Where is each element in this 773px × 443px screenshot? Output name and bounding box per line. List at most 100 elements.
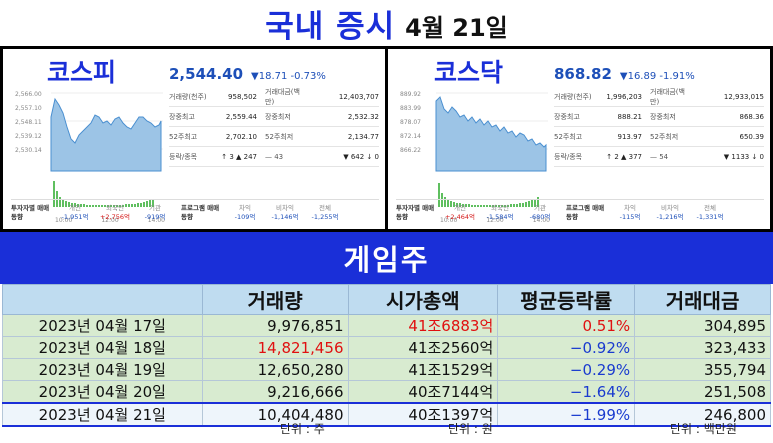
kosdaq-ytick: 889.92 [400,91,421,98]
decliners-value: ▼ 1133 ↓ 0 [723,152,764,161]
page-date: 4월 21일 [405,13,508,42]
stat-label: 장중최저 [650,112,676,121]
kosdaq-x-axis: 10:00 12:00 14:00 [440,217,550,224]
row-volume: 14,821,456 [201,336,349,359]
flow-label: 외국인 [491,203,509,212]
game-section-header: 게임주 [0,232,773,284]
flow-value: +2,756억 [99,212,131,221]
unit-shares: 단위 : 주 [280,422,325,436]
flow-value: -115억 [619,212,641,221]
flow-value: -1,584억 [486,212,514,221]
stat-value: 2,702.10 [225,132,257,141]
kospi-ytick: 2,557.10 [15,105,42,112]
row-avg-change: −0.29% [497,358,636,381]
stat-label: 거래대금(백만) [265,87,300,106]
col-header-market-cap: 시가총액 [347,284,499,315]
stat-value: 958,502 [228,92,257,101]
flow-label: 기관 [149,203,161,212]
row-date: 2023년 04월 19일 [2,358,203,381]
unchanged-value: — 54 [650,152,669,161]
stat-label: 등락/종목 [554,152,583,161]
flow-value: -1,951억 [61,212,89,221]
row-avg-change: −0.92% [497,336,636,359]
flow-value: -1,146억 [271,212,299,221]
stat-label: 52주최저 [650,132,679,141]
row-volume: 9,976,851 [201,314,349,337]
unit-won: 단위 : 원 [448,422,493,436]
kospi-xtick: 10:00 [55,217,73,224]
game-section-title: 게임주 [343,243,430,277]
kospi-stats: 거래량(천주) 958,502 거래대금(백만) 12,403,707 장중최고… [169,87,379,167]
title-bar: 국내 증시 4월 21일 [0,0,773,46]
row-date: 2023년 04월 21일 [2,402,203,427]
flow-cell: 기관 -919억 [135,204,175,222]
kospi-x-axis: 10:00 12:00 14:00 [55,217,165,224]
stat-value: 913.97 [617,132,643,141]
row-trade-amount: 355,794 [634,358,771,381]
flow-title: 투자자별 매매동향 [11,203,50,221]
page-title: 국내 증시 [265,8,396,45]
flow-cell: 외국인 -1,584억 [480,204,520,222]
table-row: 2023년 04월 19일 12,650,280 41조1529억 −0.29%… [2,358,771,381]
flow-title: 프로그램 매매동향 [181,203,220,221]
row-date: 2023년 04월 20일 [2,380,203,404]
table-row: 2023년 04월 20일 9,216,666 40조7144억 −1.64% … [2,380,771,404]
flow-cell: 전체 -1,331억 [690,204,730,222]
kosdaq-price-area [435,96,547,172]
kospi-change: ▼18.71 -0.73% [251,71,326,82]
flow-cell: 비차익 -1,146억 [265,204,305,222]
unit-million-won: 단위 : 백만원 [670,422,737,436]
kosdaq-change: ▼16.89 -1.91% [619,71,695,82]
row-market-cap: 41조1529억 [347,358,499,381]
flow-title: 프로그램 매매동향 [566,203,605,221]
kosdaq-stat-row: 장중최고 888.21 장중최저 868.36 [554,107,764,127]
game-stock-table: 거래량 시가총액 평균등락률 거래대금 2023년 04월 17일 9,976,… [2,284,771,427]
advancers-value: ↑ 3 ▲ 247 [221,152,257,161]
kosdaq-program-flow: 프로그램 매매동향 차익 -115억 비차익 -1,216억 전체 -1,331억 [566,204,730,222]
flow-cell: 기관 -680억 [520,204,560,222]
kospi-xtick: 12:00 [101,217,119,224]
stat-value: 2,559.44 [225,112,257,121]
kospi-flow-row: 투자자별 매매동향 개인 -1,951억 외국인 +2,756억 기관 -919억 프… [11,199,379,225]
flow-label: 전체 [704,203,716,212]
table-row: 2023년 04월 17일 9,976,851 41조6883억 0.51% 3… [2,314,771,337]
kospi-intraday-chart: 2,566.00 2,557.10 2,548.11 2,539.12 2,53… [15,87,165,224]
kospi-chart-svg [50,92,163,207]
kospi-ytick: 2,566.00 [15,91,42,98]
col-header-trade-amount: 거래대금 [634,284,771,315]
kospi-price-row: 2,544.40 ▼18.71 -0.73% [169,65,326,83]
advancers-value: ↑ 2 ▲ 377 [606,152,642,161]
kosdaq-stat-row: 등락/종목 ↑ 2 ▲ 377 — 54 ▼ 1133 ↓ 0 [554,147,764,167]
row-avg-change: 0.51% [497,314,636,337]
flow-label: 외국인 [106,203,124,212]
decliners-value: ▼ 642 ↓ 0 [343,152,379,161]
kosdaq-volume-bars [438,183,539,207]
kosdaq-name: 코스닥 [434,58,504,87]
flow-cell: 차익 -109억 [225,204,265,222]
kosdaq-ytick: 872.14 [400,133,421,140]
kospi-program-flow: 프로그램 매매동향 차익 -109억 비차익 -1,146억 전체 -1,255억 [181,204,345,222]
kosdaq-ytick: 883.99 [400,105,421,112]
row-trade-amount: 323,433 [634,336,771,359]
row-trade-amount: 251,508 [634,380,771,404]
stat-value: 1,996,203 [606,92,642,101]
col-header-volume: 거래량 [201,284,349,315]
row-volume: 10,404,480 [201,402,349,427]
kospi-y-axis: 2,566.00 2,557.10 2,548.11 2,539.12 2,53… [15,91,43,161]
kospi-ytick: 2,548.11 [15,119,42,126]
kosdaq-ytick: 878.07 [400,119,421,126]
flow-cell: 전체 -1,255억 [305,204,345,222]
kospi-price: 2,544.40 [169,65,244,83]
row-market-cap: 41조6883억 [347,314,499,337]
flow-label: 비차익 [661,203,679,212]
kospi-volume-bars [53,181,154,207]
kosdaq-investor-flow: 투자자별 매매동향 개인 +2,464억 외국인 -1,584억 기관 -680억 [396,204,560,222]
flow-label: 전체 [319,203,331,212]
kosdaq-stats: 거래량(천주) 1,996,203 거래대금(백만) 12,933,015 장중… [554,87,764,167]
kosdaq-xtick: 14:00 [532,217,550,224]
flow-label: 비차익 [276,203,294,212]
flow-value: +2,464억 [444,212,476,221]
stat-label: 장중최고 [169,112,195,121]
flow-value: -1,255억 [311,212,339,221]
table-row: 2023년 04월 18일 14,821,456 41조2560억 −0.92%… [2,336,771,359]
